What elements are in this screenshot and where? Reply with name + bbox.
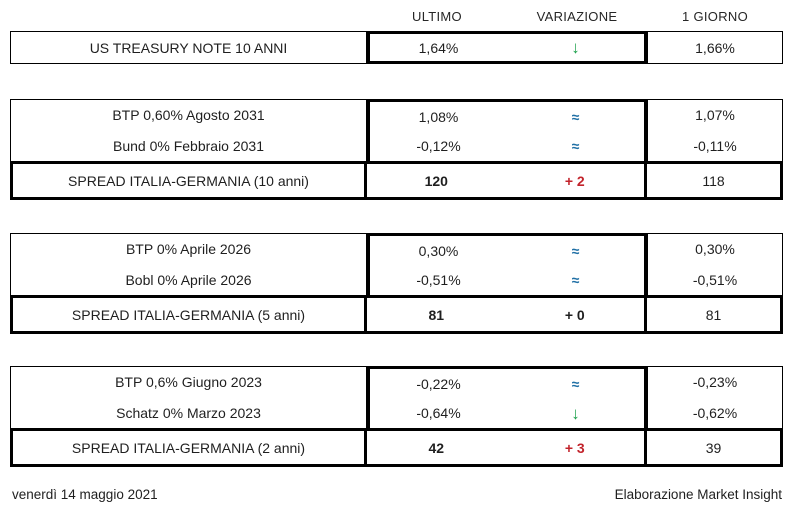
giorno-value: 0,30%: [695, 241, 735, 258]
giorno-value: -0,51%: [692, 271, 738, 288]
spread-value: 120: [424, 172, 448, 189]
giorno-value: -0,62%: [692, 404, 738, 421]
labels-2y: BTP 0,6% Giugno 2023 Schatz 0% Marzo 202…: [10, 366, 367, 428]
spread-label-10y: SPREAD ITALIA-GERMANIA (10 anni): [10, 161, 367, 200]
row-label: Bobl 0% Aprile 2026: [125, 271, 252, 288]
table-header: ULTIMO VARIAZIONE 1 GIORNO: [10, 7, 794, 26]
value-row: 0,30% ≈: [370, 236, 644, 266]
report-date: venerdì 14 maggio 2021: [12, 487, 158, 502]
giorno-value: -0,23%: [692, 374, 738, 391]
row-label: Schatz 0% Marzo 2023: [116, 404, 261, 421]
value-row: -0,64% ↓: [370, 399, 644, 429]
us-treasury-section: US TREASURY NOTE 10 ANNI 1,64% ↓ 1,66%: [10, 31, 794, 64]
value-row: -0,22% ≈: [370, 369, 644, 399]
approx-icon: ≈: [571, 108, 580, 125]
row-label: BTP 0,6% Giugno 2023: [115, 374, 262, 391]
spread-values-10y: 120 + 2: [367, 161, 647, 200]
giorno-values-2y: -0,23% -0,62%: [647, 366, 783, 428]
row-label: US TREASURY NOTE 10 ANNI: [10, 31, 367, 64]
spread-giorno-10y: 118: [647, 161, 783, 200]
spread-value: 42: [428, 439, 445, 456]
spread-label-5y: SPREAD ITALIA-GERMANIA (5 anni): [10, 295, 367, 334]
values-5y: 0,30% ≈ -0,51% ≈: [367, 233, 647, 295]
approx-icon: ≈: [571, 242, 580, 259]
values-2y: -0,22% ≈ -0,64% ↓: [367, 366, 647, 428]
source-credit: Elaborazione Market Insight: [614, 487, 782, 502]
spread-5y-section: BTP 0% Aprile 2026 Bobl 0% Aprile 2026 0…: [10, 233, 794, 334]
ultimo-value: -0,64%: [416, 405, 461, 422]
giorno-value: -0,11%: [693, 137, 737, 154]
giorno-values-10y: 1,07% -0,11%: [647, 99, 783, 161]
approx-icon: ≈: [571, 138, 580, 155]
ultimo-value: 0,30%: [418, 242, 459, 259]
header-mid-group: ULTIMO VARIAZIONE: [367, 7, 647, 26]
approx-icon: ≈: [571, 375, 580, 392]
down-arrow-icon: ↓: [571, 403, 580, 423]
labels-5y: BTP 0% Aprile 2026 Bobl 0% Aprile 2026: [10, 233, 367, 295]
spread-values-5y: 81 + 0: [367, 295, 647, 334]
column-header-ultimo: ULTIMO: [412, 9, 462, 24]
spread-giorno-5y: 81: [647, 295, 783, 334]
column-header-1-giorno: 1 GIORNO: [682, 9, 748, 24]
row-label: Bund 0% Febbraio 2031: [113, 137, 264, 154]
giorno-value: 1,07%: [695, 107, 735, 124]
value-row: -0,51% ≈: [370, 266, 644, 296]
down-arrow-icon: ↓: [571, 38, 580, 57]
row-label: BTP 0% Aprile 2026: [125, 241, 252, 258]
header-spacer: [10, 7, 367, 26]
value-row: 1,08% ≈: [370, 102, 644, 132]
ultimo-value: -0,12%: [416, 138, 461, 155]
ultimo-value: -0,22%: [416, 375, 461, 392]
spread-label-2y: SPREAD ITALIA-GERMANIA (2 anni): [10, 428, 367, 467]
giorno-value: 1,66%: [647, 31, 783, 64]
us-treasury-values: 1,64% ↓: [367, 31, 647, 64]
spread-2y-section: BTP 0,6% Giugno 2023 Schatz 0% Marzo 202…: [10, 366, 794, 467]
spread-giorno-2y: 39: [647, 428, 783, 467]
values-10y: 1,08% ≈ -0,12% ≈: [367, 99, 647, 161]
ultimo-value: 1,08%: [418, 108, 459, 125]
ultimo-value: -0,51%: [416, 272, 461, 289]
spread-change: + 3: [564, 439, 585, 456]
spread-10y-section: BTP 0,60% Agosto 2031 Bund 0% Febbraio 2…: [10, 99, 794, 200]
approx-icon: ≈: [571, 272, 580, 289]
giorno-values-5y: 0,30% -0,51%: [647, 233, 783, 295]
labels-10y: BTP 0,60% Agosto 2031 Bund 0% Febbraio 2…: [10, 99, 367, 161]
value-row: -0,12% ≈: [370, 132, 644, 162]
column-header-variazione: VARIAZIONE: [536, 9, 618, 24]
spread-value: 81: [428, 306, 445, 323]
ultimo-value: 1,64%: [418, 39, 459, 56]
row-label: BTP 0,60% Agosto 2031: [112, 107, 265, 124]
footer: venerdì 14 maggio 2021 Elaborazione Mark…: [12, 487, 782, 502]
spread-change: + 0: [564, 306, 585, 323]
spread-values-2y: 42 + 3: [367, 428, 647, 467]
spread-change: + 2: [564, 172, 585, 189]
